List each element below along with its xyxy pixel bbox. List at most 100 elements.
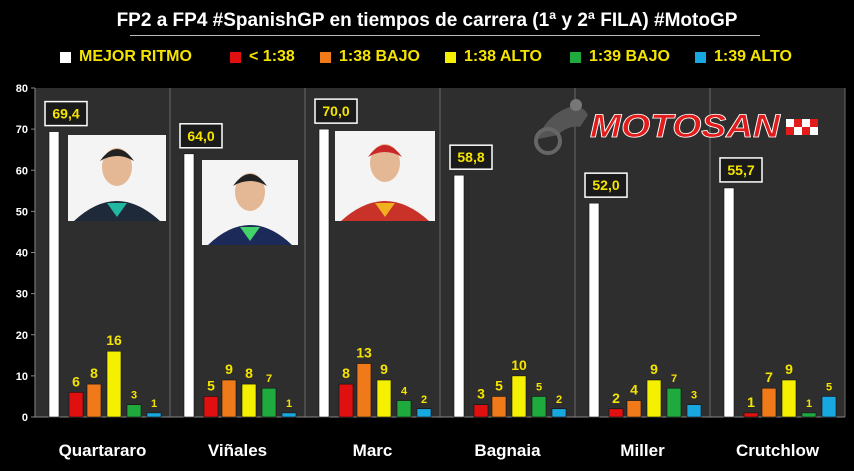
y-tick-label: 60 xyxy=(16,165,28,177)
legend-swatch xyxy=(570,51,581,63)
bar xyxy=(761,387,777,418)
data-label: 9 xyxy=(785,361,793,377)
data-label: 3 xyxy=(691,390,697,402)
data-label-box xyxy=(44,100,88,127)
data-label: 2 xyxy=(556,394,562,406)
bar xyxy=(646,379,662,418)
bar xyxy=(48,131,60,418)
data-label: 8 xyxy=(245,365,253,381)
data-label: 9 xyxy=(380,361,388,377)
bar xyxy=(491,396,507,418)
x-tick-label: Quartararo xyxy=(59,441,147,460)
data-label: 16 xyxy=(106,332,122,348)
data-label: 2 xyxy=(612,390,620,406)
data-label: 3 xyxy=(477,386,485,402)
data-label-box xyxy=(179,123,223,149)
legend-label: MEJOR RITMO xyxy=(79,48,192,65)
bar xyxy=(338,383,354,418)
y-tick-label: 50 xyxy=(16,206,28,218)
y-tick-label: 30 xyxy=(16,289,28,301)
bar xyxy=(106,350,122,418)
legend-item: 1:38 ALTO xyxy=(445,48,542,66)
legend-item: 1:39 BAJO xyxy=(570,48,670,66)
legend-label: < 1:38 xyxy=(249,48,295,65)
bar xyxy=(743,412,759,418)
bar xyxy=(183,153,195,418)
legend-item: < 1:38 xyxy=(230,48,295,66)
bar xyxy=(318,128,330,418)
bar xyxy=(281,412,297,418)
title-underline xyxy=(130,35,760,36)
data-label: 64,0 xyxy=(187,128,214,144)
y-tick-label: 40 xyxy=(16,248,28,260)
rider-hair-cap xyxy=(368,145,402,157)
legend-swatch xyxy=(320,51,331,63)
data-label: 4 xyxy=(630,382,638,398)
data-label: 3 xyxy=(131,390,137,402)
bar xyxy=(626,400,642,418)
data-label-box xyxy=(584,172,628,198)
data-label: 7 xyxy=(765,369,773,385)
y-tick-label: 70 xyxy=(16,124,28,136)
data-label: 7 xyxy=(266,373,272,385)
data-label: 5 xyxy=(536,381,542,393)
rider-suit-accent xyxy=(240,227,260,241)
rider-hair-cap xyxy=(100,149,134,161)
motosan-logo: MOTOSAN xyxy=(534,99,818,155)
y-tick-label: 10 xyxy=(16,371,28,383)
data-label: 1 xyxy=(806,398,812,410)
y-tick-label: 0 xyxy=(22,412,28,424)
legend-swatch xyxy=(695,51,706,63)
checkered-flag-icon xyxy=(786,119,818,135)
data-label: 69,4 xyxy=(52,106,79,122)
legend-swatch xyxy=(445,51,456,63)
data-label: 7 xyxy=(671,373,677,385)
data-label: 13 xyxy=(356,345,372,361)
bar xyxy=(146,412,162,418)
x-tick-label: Miller xyxy=(620,441,665,460)
y-tick-label: 80 xyxy=(16,83,28,95)
data-label: 70,0 xyxy=(322,103,349,119)
bar xyxy=(666,387,682,418)
bar xyxy=(801,412,817,418)
bar xyxy=(821,396,837,418)
legend-item: 1:39 ALTO xyxy=(695,48,792,66)
data-label: 58,8 xyxy=(457,149,484,165)
data-label: 5 xyxy=(495,377,503,393)
bar xyxy=(453,174,465,418)
data-label: 55,7 xyxy=(727,162,754,178)
bar xyxy=(608,408,624,418)
bar xyxy=(68,392,84,418)
rider-face xyxy=(235,173,265,211)
bar xyxy=(416,408,432,418)
data-label: 2 xyxy=(421,394,427,406)
data-label: 9 xyxy=(650,361,658,377)
bar xyxy=(126,404,142,418)
bar xyxy=(86,383,102,418)
rider-face xyxy=(370,144,400,182)
data-label: 9 xyxy=(225,361,233,377)
bar xyxy=(511,375,527,418)
motorbike-rider-icon xyxy=(534,99,588,155)
bar xyxy=(686,404,702,418)
data-label: 6 xyxy=(72,373,80,389)
data-label: 8 xyxy=(90,365,98,381)
bar xyxy=(261,387,277,418)
data-label: 1 xyxy=(747,394,755,410)
data-label: 8 xyxy=(342,365,350,381)
rider-face xyxy=(102,148,132,186)
x-tick-label: Bagnaia xyxy=(474,441,541,460)
x-tick-label: Crutchlow xyxy=(736,441,820,460)
data-label: 5 xyxy=(826,381,832,393)
bar xyxy=(396,400,412,418)
legend-label: 1:38 ALTO xyxy=(464,48,542,65)
bar xyxy=(781,379,797,418)
legend-label: 1:39 BAJO xyxy=(589,48,670,65)
data-label-box xyxy=(719,157,763,183)
bar xyxy=(551,408,567,418)
y-tick-label: 20 xyxy=(16,330,28,342)
bar xyxy=(588,202,600,418)
bar xyxy=(473,404,489,418)
bar xyxy=(723,187,735,418)
